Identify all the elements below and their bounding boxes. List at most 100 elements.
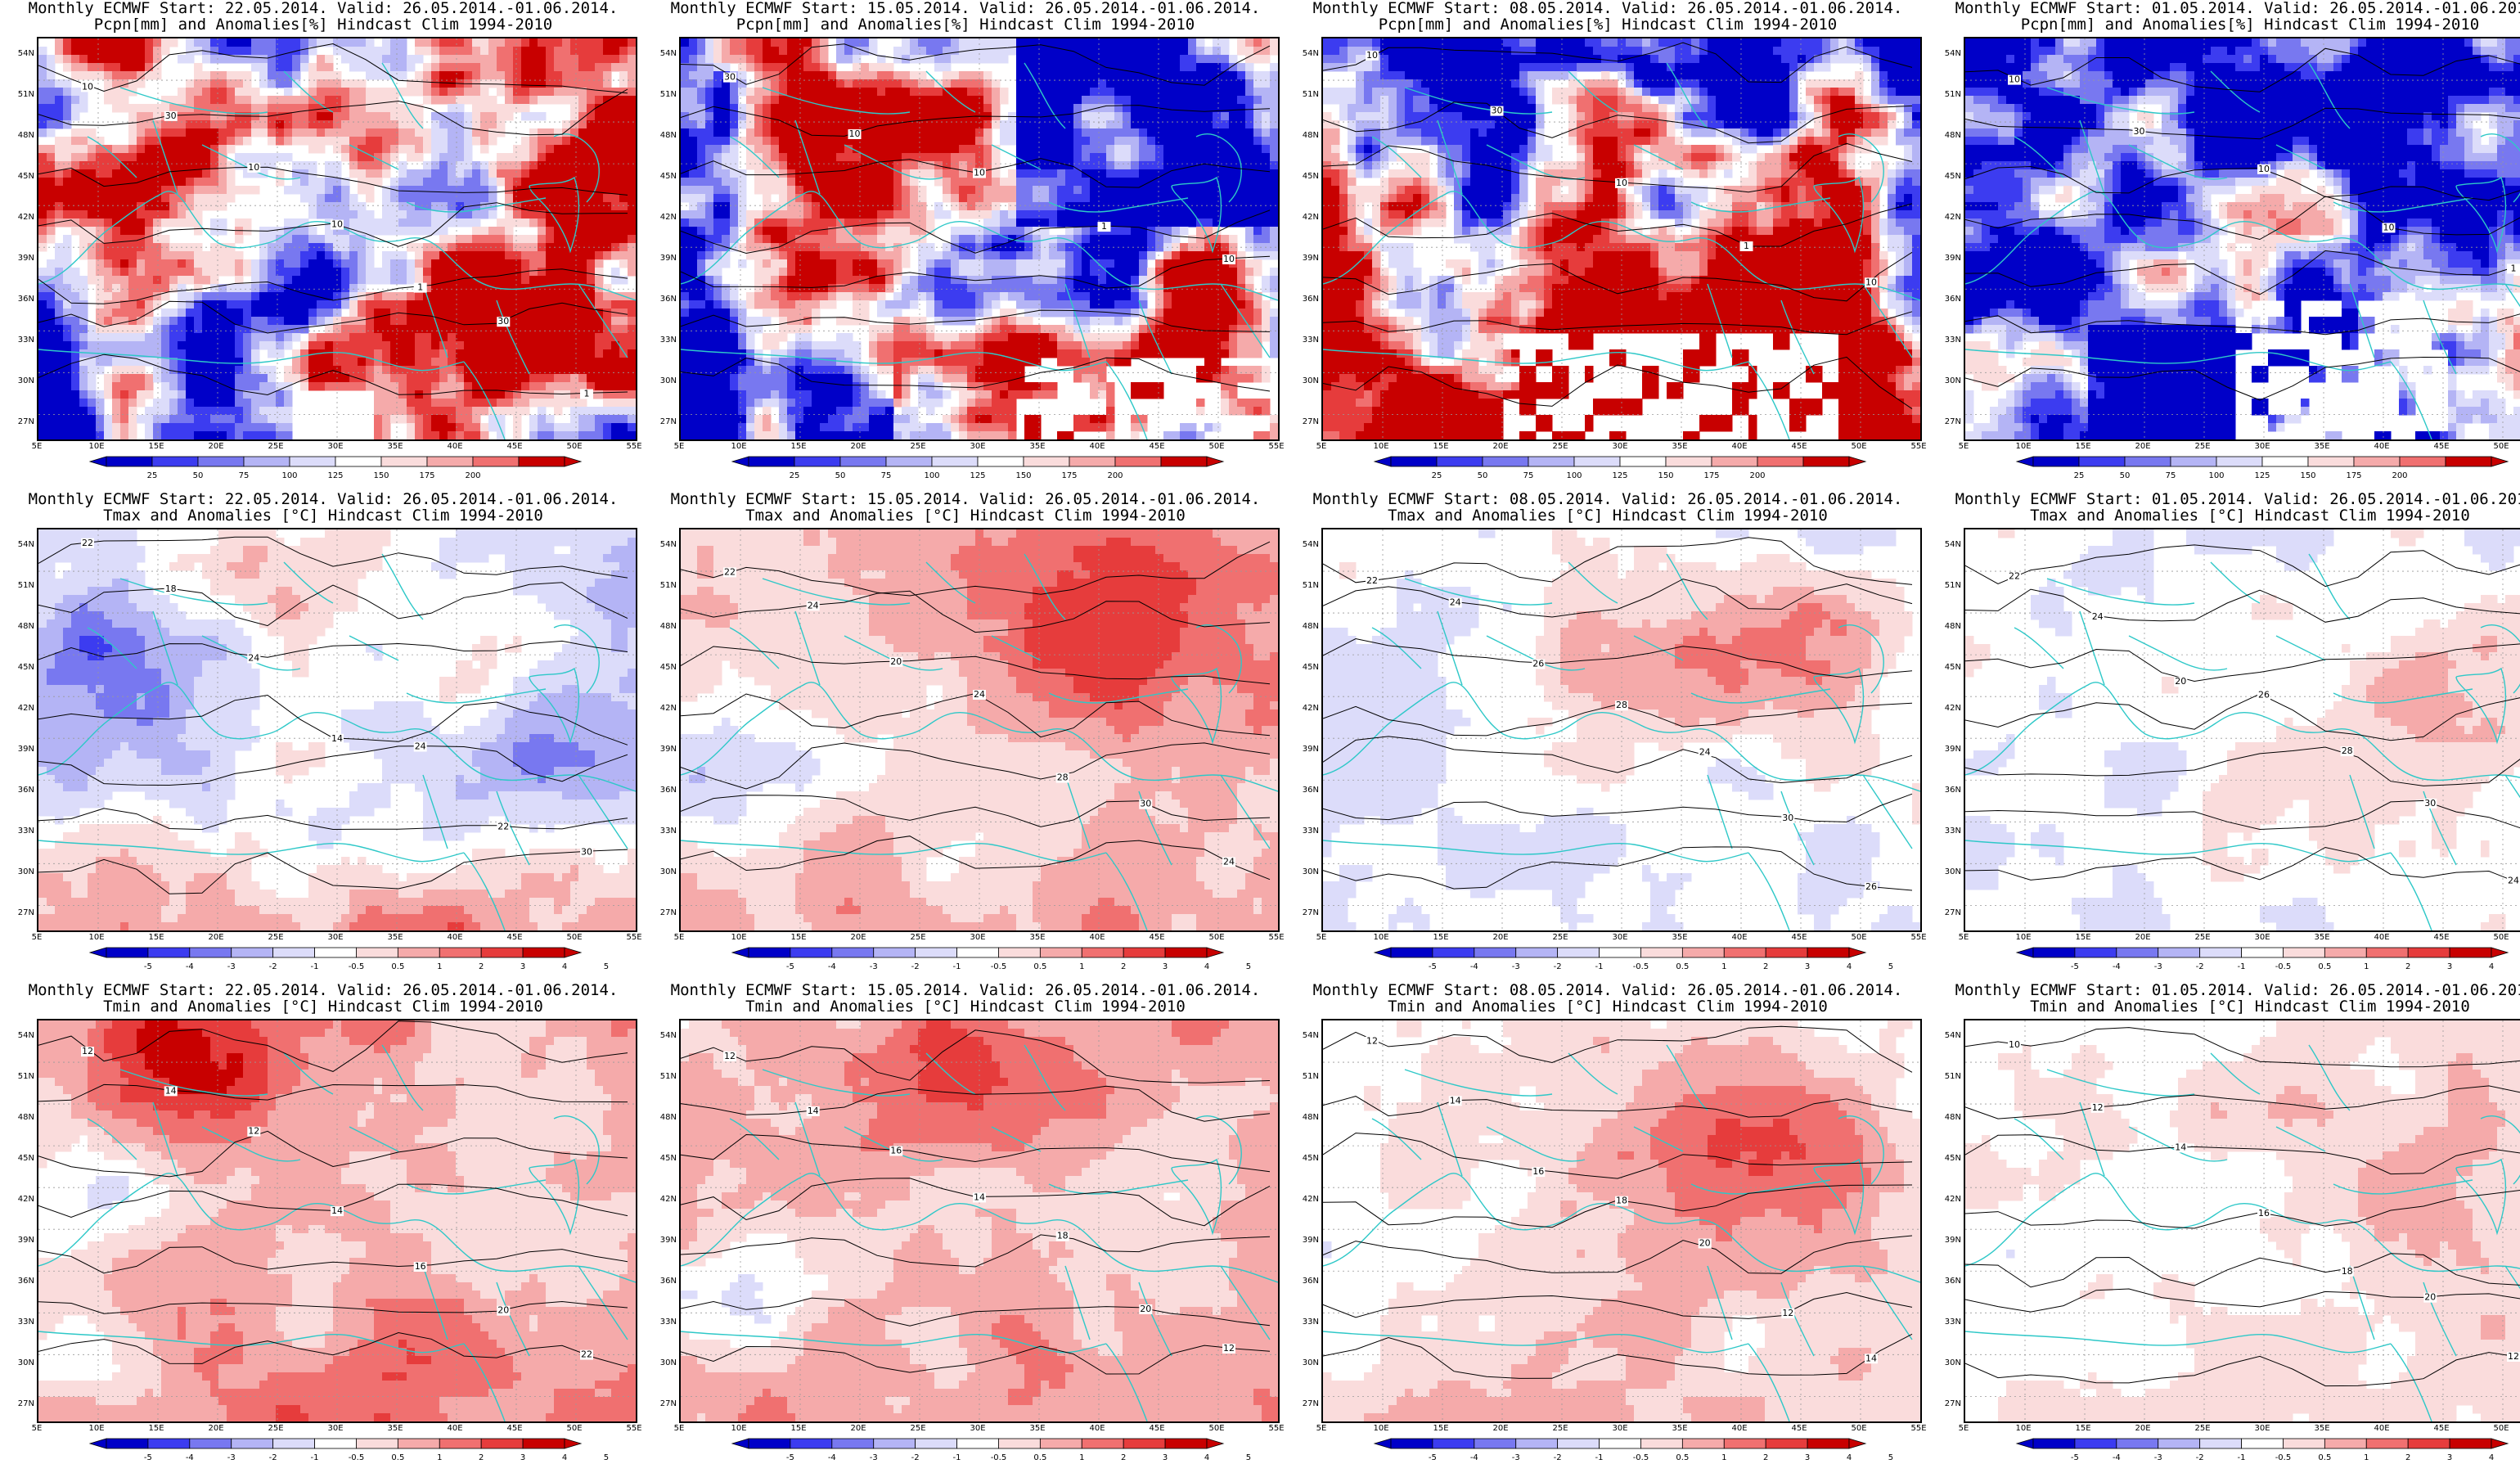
panel-title: Monthly ECMWF Start: 15.05.2014. Valid: … [650, 491, 1280, 507]
contour-label-bg [1865, 277, 1878, 288]
contour-label: 20 [2424, 1292, 2436, 1303]
latitude-tick-label: 39N [8, 1236, 34, 1245]
colorbar-tick-label: 0.5 [1676, 962, 1689, 971]
contour-label: 18 [1057, 1231, 1069, 1241]
longitude-tick-label: 25E [2186, 1424, 2219, 1433]
latitude-tick-label: 42N [1935, 704, 1961, 713]
graticule [1965, 38, 2520, 439]
colorbar-segment [1436, 456, 1483, 467]
longitude-tick-label: 40E [1723, 933, 1756, 942]
colorbar-tick-label: 200 [2392, 471, 2407, 480]
colorbar-segment [480, 947, 524, 958]
latitude-tick-label: 51N [650, 1072, 677, 1081]
longitude-tick-label: 30E [1604, 933, 1636, 942]
colorbar-tick-label: -3 [2154, 962, 2162, 971]
contour-label: 16 [2258, 1208, 2270, 1218]
colorbar-segment [243, 456, 290, 467]
contour-label-bg [1055, 773, 1069, 783]
colorbar-tick-label: -4 [828, 962, 836, 971]
latitude-tick-label: 54N [1935, 1031, 1961, 1040]
colorbar-tick-label: 75 [1523, 471, 1534, 480]
latitude-tick-label: 30N [8, 376, 34, 385]
longitude-tick-label: 20E [2126, 1424, 2159, 1433]
longitude-tick-label: 40E [1081, 1424, 1114, 1433]
contour-label: 24 [1223, 856, 1235, 867]
longitude-tick-label: 30E [2246, 442, 2279, 451]
contour-label: 20 [890, 656, 902, 667]
colorbar-tick-label: 175 [2346, 471, 2361, 480]
colorbar-tick-label: -2 [911, 1453, 920, 1462]
colorbar-tick-label: -2 [1554, 1453, 1562, 1462]
colorbar-tick-label: 25 [147, 471, 158, 480]
panel-title: Monthly ECMWF Start: 01.05.2014. Valid: … [1935, 982, 2520, 998]
colorbar-tick-label: 150 [1015, 471, 1031, 480]
colorbar-tick-label: 100 [1566, 471, 1582, 480]
latitude-tick-label: 27N [1935, 1399, 1961, 1408]
coastlines-borders [681, 1044, 1278, 1421]
colorbar-tick-label: 0.5 [2318, 962, 2331, 971]
latitude-tick-label: 54N [8, 540, 34, 549]
latitude-tick-label: 45N [1293, 1154, 1319, 1163]
latitude-tick-label: 48N [1293, 622, 1319, 631]
contour-label-bg [1615, 1196, 1628, 1206]
colorbar-tick-label: -2 [269, 1453, 277, 1462]
panel-subtitle: Tmin and Anomalies [°C] Hindcast Clim 19… [1293, 998, 1923, 1015]
colorbar-tick-label: 50 [193, 471, 204, 480]
colorbar-tick-label: 75 [881, 471, 892, 480]
contour-label: 24 [248, 652, 259, 663]
contour-label-bg [889, 656, 903, 667]
colorbar-segment [439, 1438, 482, 1449]
contour-label: 14 [1450, 1095, 1461, 1106]
colorbar-segment [2283, 1438, 2325, 1449]
contour-label: 1 [417, 282, 423, 293]
latitude-tick-label: 42N [1935, 213, 1961, 222]
colorbar-tick-label: 3 [520, 962, 525, 971]
forecast-panel: Monthly ECMWF Start: 08.05.2014. Valid: … [1293, 982, 1927, 1473]
colorbar-segment [2407, 947, 2450, 958]
colorbar-segment [2261, 456, 2309, 467]
graticule [1965, 1020, 2520, 1421]
colorbar-segment [1723, 1438, 1766, 1449]
contour-label: 28 [2342, 746, 2353, 756]
latitude-tick-label: 54N [1935, 540, 1961, 549]
colorbar-segment [1681, 1438, 1725, 1449]
contour-label-bg [1097, 222, 1111, 232]
panel-subtitle: Pcpn[mm] and Anomalies[%] Hindcast Clim … [1293, 16, 1923, 33]
latitude-tick-label: 33N [8, 336, 34, 345]
latitude-tick-label: 39N [1935, 254, 1961, 263]
colorbar-tick-label: 2 [479, 1453, 484, 1462]
colorbar-max-arrow [1206, 456, 1225, 467]
colorbar-segment [480, 1438, 524, 1449]
contour-label-bg [1490, 106, 1504, 116]
contour-lines [1323, 1025, 1913, 1379]
longitude-tick-label: 10E [1365, 1424, 1397, 1433]
colorbar-segment [335, 456, 382, 467]
latitude-tick-label: 39N [8, 254, 34, 263]
contour-label-bg [1698, 747, 1712, 758]
anomaly-map-canvas: 10 30 10 10 1 [1965, 38, 2520, 439]
anomaly-field [1965, 1020, 2520, 1421]
colorbar-min-arrow [1373, 456, 1392, 467]
colorbar-tick-label: -4 [1470, 962, 1478, 971]
longitude-tick-label: 5E [1305, 1424, 1338, 1433]
contour-label: 30 [1140, 799, 1151, 809]
contour-label-bg [2423, 798, 2437, 809]
contour-label-bg [2507, 264, 2520, 274]
contour-label: 22 [581, 1349, 592, 1360]
latitude-tick-label: 36N [8, 295, 34, 304]
longitude-tick-label: 20E [842, 442, 875, 451]
colorbar-tick-label: 4 [562, 1453, 567, 1462]
latitude-tick-label: 51N [1293, 90, 1319, 99]
colorbar-tick-label: -0.5 [991, 1453, 1007, 1462]
contour-label-bg [413, 741, 427, 752]
colorbar-segment [1807, 947, 1850, 958]
colorbar-tick-label: 200 [1107, 471, 1123, 480]
longitude-tick-label: 15E [782, 1424, 815, 1433]
colorbar-min-arrow [2015, 1438, 2034, 1449]
latitude-tick-label: 54N [8, 49, 34, 58]
colorbar-tick-label: 1 [1721, 962, 1726, 971]
longitude-tick-label: 45E [498, 442, 531, 451]
colorbar-segment [380, 456, 428, 467]
